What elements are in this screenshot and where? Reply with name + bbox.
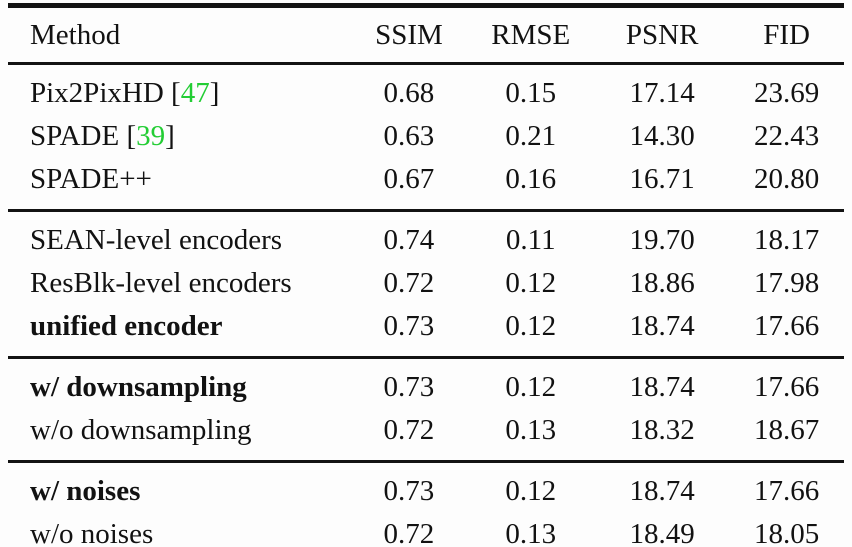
table-row: SEAN-level encoders 0.74 0.11 19.70 18.17 (8, 211, 844, 263)
metric-cell: 18.05 (753, 518, 820, 547)
method-cell: Pix2PixHD [47] (8, 64, 351, 116)
metric-cell: 18.86 (629, 267, 695, 299)
method-name: unified encoder (30, 310, 223, 342)
metrics-table: Method SSIM RMSE PSNR FID Pix2PixHD [47]… (8, 3, 844, 547)
metric-cell: 19.70 (629, 224, 695, 256)
metric-cell: 16.71 (629, 163, 695, 195)
metric-cell: 18.49 (629, 518, 695, 547)
metric-cell: 17.98 (753, 267, 820, 299)
method-name: SPADE++ (30, 163, 152, 195)
metric-cell: 18.67 (753, 414, 820, 446)
table-header: Method SSIM RMSE PSNR FID (8, 5, 844, 65)
citation-link[interactable]: [39] (126, 120, 174, 152)
method-name: w/o noises (30, 518, 154, 547)
metric-cell: 0.72 (383, 518, 435, 547)
citation-link[interactable]: [47] (171, 77, 219, 109)
metric-cell: 0.74 (383, 224, 435, 256)
citation-bracket-close: ] (209, 77, 220, 109)
metric-cell: 0.73 (383, 310, 435, 342)
metric-cell: 18.32 (629, 414, 695, 446)
metric-cell: 0.11 (505, 224, 556, 256)
method-cell: SPADE [39] (8, 115, 351, 158)
method-name: SEAN-level encoders (30, 224, 283, 256)
column-header-method: Method (8, 5, 352, 65)
metric-cell: 0.12 (505, 371, 557, 403)
method-cell: unified encoder (8, 305, 351, 358)
metric-cell: 0.21 (505, 120, 557, 152)
method-name: Pix2PixHD (30, 77, 164, 109)
table-row: Pix2PixHD [47] 0.68 0.15 17.14 23.69 (8, 64, 844, 116)
metric-cell: 23.69 (753, 77, 820, 109)
table-group: w/ noises 0.73 0.12 18.74 17.66 w/o noises 0.7… (8, 461, 844, 547)
citation-bracket-open: [ (171, 77, 181, 109)
table-group: Pix2PixHD [47] 0.68 0.15 17.14 23.69 SPADE [3… (8, 64, 844, 211)
metric-cell: 0.15 (505, 77, 557, 109)
table-group: w/ downsampling 0.73 0.12 18.74 17.66 w/o dow… (8, 357, 844, 462)
method-cell: w/o noises (8, 513, 351, 547)
metric-cell: 20.80 (753, 163, 820, 195)
metric-cell: 17.66 (753, 475, 820, 507)
method-name: w/o downsampling (30, 414, 252, 446)
table-row: SPADE++ 0.67 0.16 16.71 20.80 (8, 158, 844, 211)
method-cell: SEAN-level encoders (8, 211, 351, 263)
metric-cell: 0.13 (505, 414, 557, 446)
metric-cell: 0.12 (505, 267, 557, 299)
metric-cell: 0.68 (383, 77, 435, 109)
table-row: w/ noises 0.73 0.12 18.74 17.66 (8, 462, 844, 514)
column-header-ssim: SSIM (351, 5, 467, 65)
method-cell: ResBlk-level encoders (8, 262, 351, 305)
table-row: w/o downsampling 0.72 0.13 18.32 18.67 (8, 409, 844, 462)
metric-cell: 0.73 (383, 371, 435, 403)
metric-cell: 17.66 (753, 310, 820, 342)
column-header-psnr: PSNR (595, 5, 730, 65)
table-row: unified encoder 0.73 0.12 18.74 17.66 (8, 305, 844, 358)
table-row: w/o noises 0.72 0.13 18.49 18.05 (8, 513, 844, 547)
metric-cell: 0.63 (383, 120, 435, 152)
metric-cell: 17.14 (629, 77, 695, 109)
header-row: Method SSIM RMSE PSNR FID (8, 5, 844, 65)
method-cell: w/o downsampling (8, 409, 351, 462)
citation-bracket-open: [ (126, 120, 137, 152)
metric-cell: 0.16 (505, 163, 557, 195)
metric-cell: 0.12 (505, 475, 557, 507)
metric-cell: 0.12 (505, 310, 557, 342)
method-cell: w/ noises (8, 462, 351, 514)
method-name: SPADE (30, 120, 120, 152)
metric-cell: 0.13 (505, 518, 557, 547)
metric-cell: 0.67 (383, 163, 435, 195)
citation-number[interactable]: 47 (180, 77, 210, 109)
table-row: w/ downsampling 0.73 0.12 18.74 17.66 (8, 358, 844, 410)
metric-cell: 14.30 (629, 120, 695, 152)
method-name: w/ downsampling (30, 371, 247, 403)
metric-cell: 0.73 (383, 475, 435, 507)
method-cell: SPADE++ (8, 158, 351, 211)
metric-cell: 17.66 (753, 371, 820, 403)
column-header-fid: FID (729, 5, 844, 65)
method-cell: w/ downsampling (8, 358, 351, 410)
metric-cell: 0.72 (383, 414, 435, 446)
metric-cell: 18.74 (629, 475, 695, 507)
citation-bracket-close: ] (165, 120, 175, 152)
column-header-rmse: RMSE (466, 5, 596, 65)
citation-number[interactable]: 39 (136, 120, 166, 152)
table-group: SEAN-level encoders 0.74 0.11 19.70 18.17 Res… (8, 210, 844, 358)
metric-cell: 18.74 (629, 310, 695, 342)
metric-cell: 22.43 (753, 120, 820, 152)
metric-cell: 18.17 (753, 224, 820, 256)
metric-cell: 18.74 (629, 371, 695, 403)
table-row: SPADE [39] 0.63 0.21 14.30 22.43 (8, 115, 844, 158)
method-name: w/ noises (30, 475, 141, 507)
method-name: ResBlk-level encoders (30, 267, 292, 299)
metric-cell: 0.72 (383, 267, 435, 299)
table-row: ResBlk-level encoders 0.72 0.12 18.86 17.98 (8, 262, 844, 305)
